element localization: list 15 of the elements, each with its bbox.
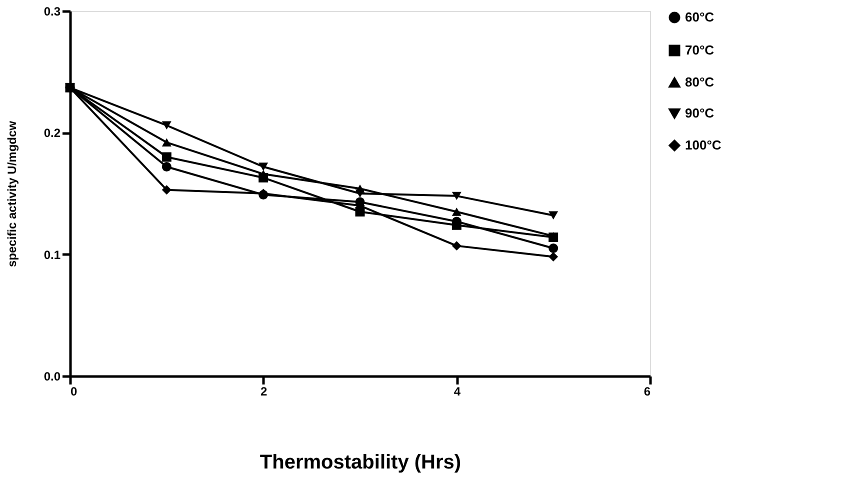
y-axis-title: specific activity U/mgdcw <box>4 120 19 268</box>
legend-label: 70°C <box>685 42 715 58</box>
legend-label: 90°C <box>685 106 715 120</box>
legend-label: 80°C <box>685 74 715 90</box>
x-tick-label: 6 <box>644 384 651 398</box>
legend-label: 60°C <box>685 10 715 24</box>
legend-label: 100°C <box>685 138 722 152</box>
y-tick-label: 0.1 <box>44 248 61 262</box>
x-axis-title: Thermostability (Hrs) <box>260 452 462 474</box>
x-tick-label: 2 <box>260 384 268 398</box>
y-tick-label: 0.0 <box>44 370 61 384</box>
y-tick-label: 0.3 <box>44 4 61 18</box>
x-tick-label: 0 <box>70 384 78 398</box>
x-tick-label: 4 <box>454 384 461 398</box>
y-tick-label: 0.2 <box>44 126 61 140</box>
